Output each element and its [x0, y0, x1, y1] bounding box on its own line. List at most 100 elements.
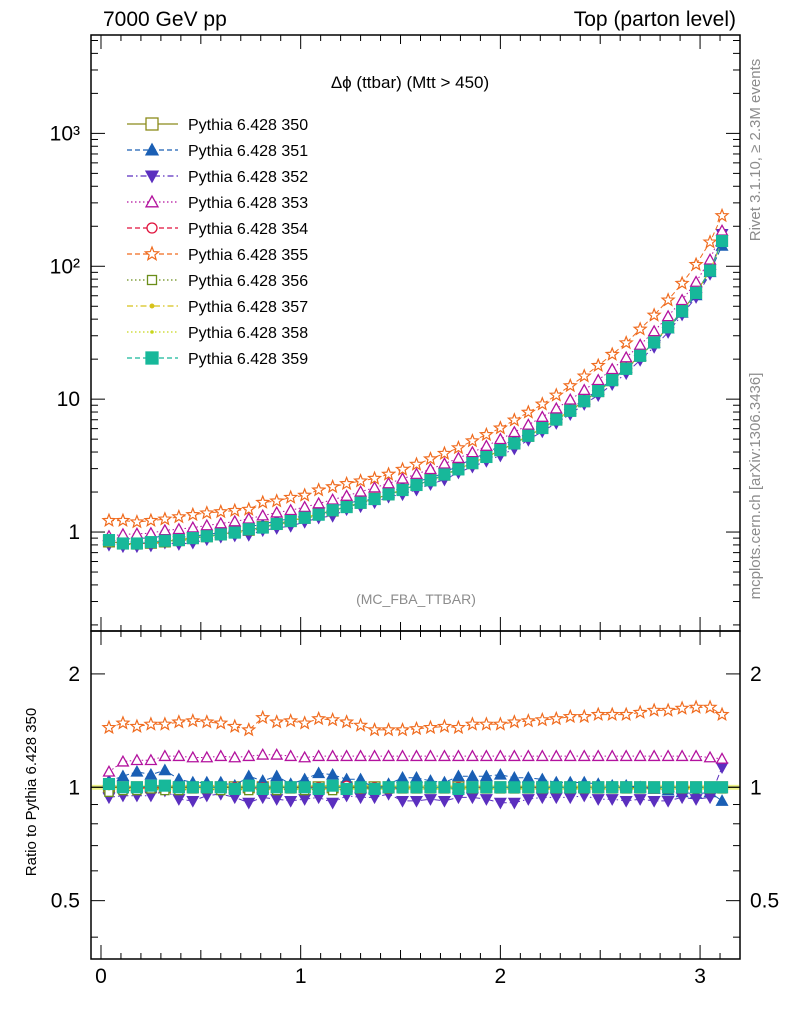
main-data-point — [116, 527, 130, 540]
ratio-data-point — [675, 749, 689, 762]
main-data-point — [646, 307, 662, 322]
ratio-data-point — [396, 749, 410, 762]
ratio-data-point — [592, 781, 605, 794]
ratio-data-point — [298, 781, 311, 794]
ratio-data-point — [437, 749, 451, 762]
legend-item: Pythia 6.428 357 — [127, 299, 308, 316]
main-data-point — [564, 404, 577, 417]
ratio-data-point — [129, 718, 145, 733]
main-data-point — [521, 418, 535, 430]
main-y-tick-labels: 1 10 10² 10³ — [50, 122, 80, 544]
main-data-point — [213, 503, 229, 519]
ratio-data-point — [464, 716, 480, 731]
main-axis-ticks — [91, 35, 741, 631]
ratio-data-point — [633, 794, 647, 806]
main-data-point — [606, 374, 619, 387]
ratio-data-point — [689, 794, 703, 806]
legend-marker — [146, 222, 158, 234]
ratio-data-point — [465, 769, 479, 782]
ratio-data-point — [242, 749, 256, 762]
x-tick-labels: 0 1 2 3 — [95, 965, 706, 988]
ratio-data-point — [648, 781, 661, 794]
ratio-y-tick-label-right: 2 — [750, 663, 762, 686]
main-data-point — [172, 534, 185, 547]
ratio-data-point — [620, 781, 633, 794]
ratio-data-point — [284, 781, 297, 794]
ratio-data-point — [171, 714, 187, 729]
legend-label: Pythia 6.428 354 — [188, 221, 308, 238]
main-data-point — [703, 264, 717, 277]
ratio-data-point — [466, 781, 479, 794]
ratio-data-point — [130, 781, 143, 794]
ratio-data-point — [494, 781, 507, 794]
x-tick-label: 2 — [495, 965, 507, 988]
main-data-point — [592, 385, 605, 398]
main-data-point — [325, 478, 341, 494]
ratio-data-point — [521, 749, 535, 762]
ratio-data-point — [605, 749, 619, 762]
ratio-data-point — [186, 781, 199, 794]
main-data-point — [464, 432, 480, 448]
ratio-series-layer — [101, 699, 730, 810]
legend-item: Pythia 6.428 353 — [127, 194, 308, 212]
main-data-point — [214, 528, 227, 541]
ratio-data-point — [662, 781, 675, 794]
x-tick-label: 1 — [295, 965, 307, 988]
ratio-data-point — [423, 749, 437, 762]
main-series-4 — [102, 224, 729, 542]
ratio-data-point — [256, 748, 270, 760]
ratio-data-point — [619, 795, 633, 808]
ratio-data-point — [368, 749, 382, 762]
main-data-point — [423, 462, 437, 475]
x-tick-label: 3 — [694, 965, 706, 988]
ratio-data-point — [478, 716, 494, 731]
ratio-data-point — [185, 713, 201, 728]
main-data-point — [536, 422, 549, 435]
ratio-data-point — [199, 714, 215, 729]
main-data-point — [340, 489, 354, 501]
ratio-data-point — [715, 781, 729, 794]
main-data-point — [242, 523, 255, 536]
ratio-data-point — [451, 749, 465, 762]
ratio-data-point — [674, 700, 690, 715]
main-data-point — [534, 396, 550, 411]
ratio-data-point — [647, 749, 661, 762]
main-data-point — [115, 512, 131, 528]
main-data-point — [660, 292, 676, 307]
ratio-data-point — [325, 711, 341, 727]
ratio-data-point — [214, 781, 227, 794]
ratio-series-4 — [102, 748, 729, 777]
main-data-point — [158, 523, 172, 536]
ratio-data-point — [590, 706, 606, 722]
main-data-point — [424, 474, 437, 487]
main-data-point — [130, 537, 143, 550]
ratio-data-point — [213, 715, 229, 730]
ratio-data-point — [521, 794, 535, 806]
main-data-point — [452, 463, 465, 476]
legend-item: Pythia 6.428 355 — [127, 245, 308, 264]
ratio-data-point — [228, 782, 241, 795]
ratio-series-10 — [102, 777, 729, 795]
main-data-point — [690, 286, 703, 299]
main-data-point — [562, 377, 578, 393]
ratio-y-tick-label-right: 0.5 — [750, 890, 779, 913]
main-data-point — [506, 412, 522, 427]
ratio-data-point — [130, 753, 144, 766]
main-data-point — [311, 482, 327, 497]
ratio-data-point — [506, 714, 522, 729]
main-data-point — [437, 456, 451, 469]
ratio-data-point — [408, 720, 425, 736]
legend-label: Pythia 6.428 350 — [188, 117, 308, 134]
ratio-data-point — [451, 769, 465, 782]
ratio-data-point — [564, 781, 577, 794]
ratio-data-point — [661, 749, 675, 762]
ratio-data-point — [534, 711, 550, 727]
ratio-data-point — [619, 749, 633, 762]
main-data-point — [634, 349, 647, 362]
ratio-data-point — [715, 752, 729, 764]
main-data-point — [648, 336, 661, 349]
ratio-data-point — [396, 771, 410, 783]
ratio-data-point — [660, 702, 676, 717]
main-data-point — [688, 256, 704, 272]
ratio-data-point — [549, 749, 563, 762]
